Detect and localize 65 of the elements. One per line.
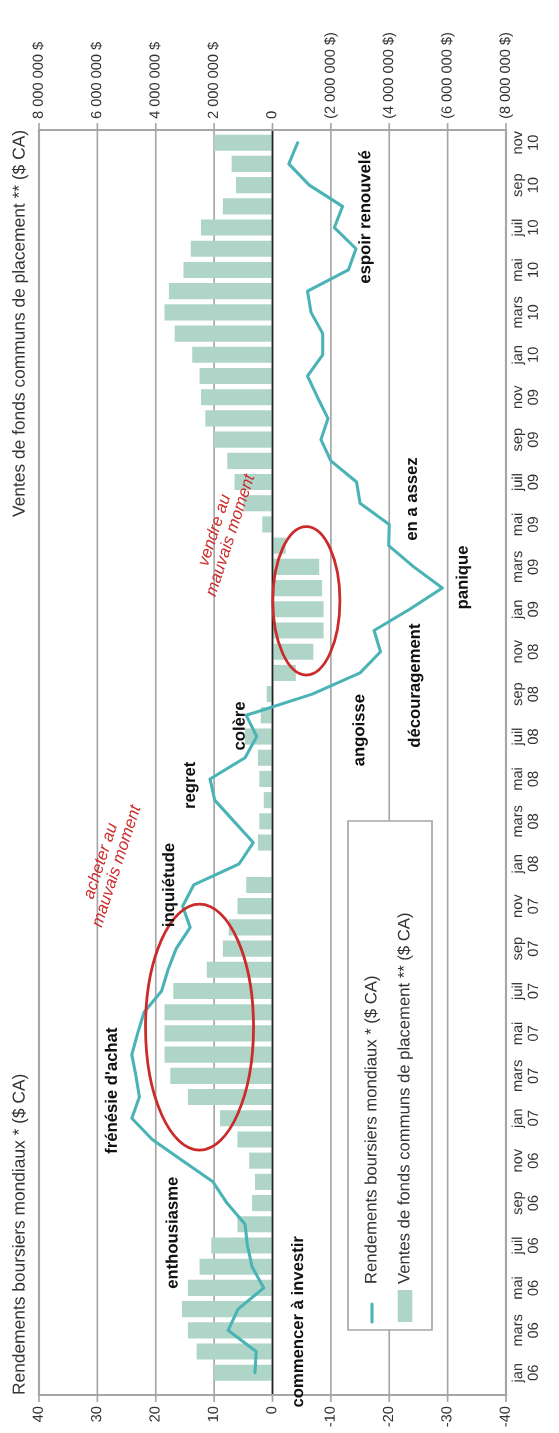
- y-tick-label: jan 07: [511, 1109, 538, 1129]
- y-tick-label: nov 06: [514, 1148, 538, 1172]
- annotation: découragement: [407, 623, 424, 747]
- y-tick-label: nov 09: [514, 385, 538, 408]
- y-tick-label: juil 10: [511, 219, 538, 237]
- annotation: espoir renouvelé: [358, 150, 374, 283]
- annotation: commencer à investir: [290, 1236, 304, 1407]
- annotation: acheter au mauvais moment: [81, 803, 142, 928]
- y-tick-label: jan 08: [511, 854, 538, 874]
- x-tick-label: -30: [441, 1406, 452, 1427]
- text: Ventes de fonds communs de placement ** ($ CA): [397, 913, 413, 1284]
- x2-tick-label: (2 000 000 $): [323, 33, 338, 118]
- x-tick-label: -40: [499, 1406, 510, 1427]
- x-tick-label: 40: [32, 1406, 43, 1422]
- text: Rendements boursiers mondiaux * ($ CA): [11, 1074, 29, 1394]
- annotation: angoisse: [352, 694, 368, 766]
- y-tick-label: nov 07: [514, 894, 538, 917]
- y-tick-label: mai 08: [511, 768, 538, 790]
- y-tick-label: mai 06: [511, 1277, 538, 1299]
- x-tick-label: 20: [149, 1406, 160, 1422]
- x2-tick-label: 6 000 000 $: [90, 42, 103, 119]
- x2-tick-label: 4 000 000 $: [148, 42, 161, 119]
- annotation: en a assez: [407, 457, 418, 541]
- x2-tick-label: 0: [266, 111, 277, 119]
- x-tick-label: -10: [324, 1406, 335, 1427]
- y-tick-label: jan 09: [511, 600, 538, 620]
- text: Rendements boursiers mondiaux * ($ CA): [364, 976, 380, 1283]
- annotation: inquiétude: [161, 843, 178, 926]
- y-tick-label: sep 10: [514, 173, 538, 197]
- y-tick-label: juil 08: [511, 728, 538, 746]
- x2-tick-label: 8 000 000 $: [31, 42, 44, 119]
- x2-tick-label: (8 000 000 $): [499, 33, 513, 118]
- y-tick-label: mars 06: [514, 1314, 538, 1346]
- y-tick-label: mars 10: [514, 296, 538, 328]
- y-tick-label: mars 09: [514, 551, 538, 583]
- y-tick-label: juil 07: [511, 983, 538, 1001]
- y-tick-label: mai 10: [511, 259, 538, 281]
- annotation: regret: [184, 761, 199, 808]
- y-tick-label: sep 07: [514, 937, 538, 960]
- text: Ventes de fonds communs de placement ** ($ CA): [11, 131, 29, 517]
- annotation: vendre au mauvais moment: [196, 472, 255, 597]
- y-tick-label: juil 09: [511, 474, 538, 492]
- x2-tick-label: 2 000 000 $: [207, 42, 219, 119]
- y-tick-label: jan 06: [511, 1363, 538, 1383]
- y-tick-label: mars 08: [514, 805, 538, 837]
- annotation: panique: [455, 546, 472, 609]
- y-tick-label: nov 10: [514, 131, 538, 154]
- x2-tick-label: (6 000 000 $): [440, 33, 455, 118]
- y-tick-label: mai 09: [511, 513, 538, 536]
- x2-tick-label: (4 000 000 $): [382, 33, 397, 118]
- y-tick-label: mars 07: [514, 1060, 538, 1092]
- y-tick-label: mai 07: [511, 1022, 538, 1045]
- annotation: colère: [232, 701, 245, 750]
- annotation: enthousiasme: [165, 1177, 178, 1289]
- annotation: frénésie d'achat: [104, 1027, 118, 1154]
- x-tick-label: 0: [266, 1406, 277, 1414]
- y-tick-label: sep 06: [514, 1191, 538, 1215]
- y-tick-label: juil 06: [511, 1237, 538, 1255]
- y-tick-label: jan 10: [511, 346, 538, 365]
- x-tick-label: -20: [382, 1406, 394, 1427]
- y-tick-label: sep 09: [514, 428, 538, 451]
- x-tick-label: 10: [207, 1406, 219, 1422]
- y-tick-label: sep 08: [514, 682, 538, 706]
- x-tick-label: 30: [90, 1406, 102, 1422]
- y-tick-label: nov 08: [514, 639, 538, 663]
